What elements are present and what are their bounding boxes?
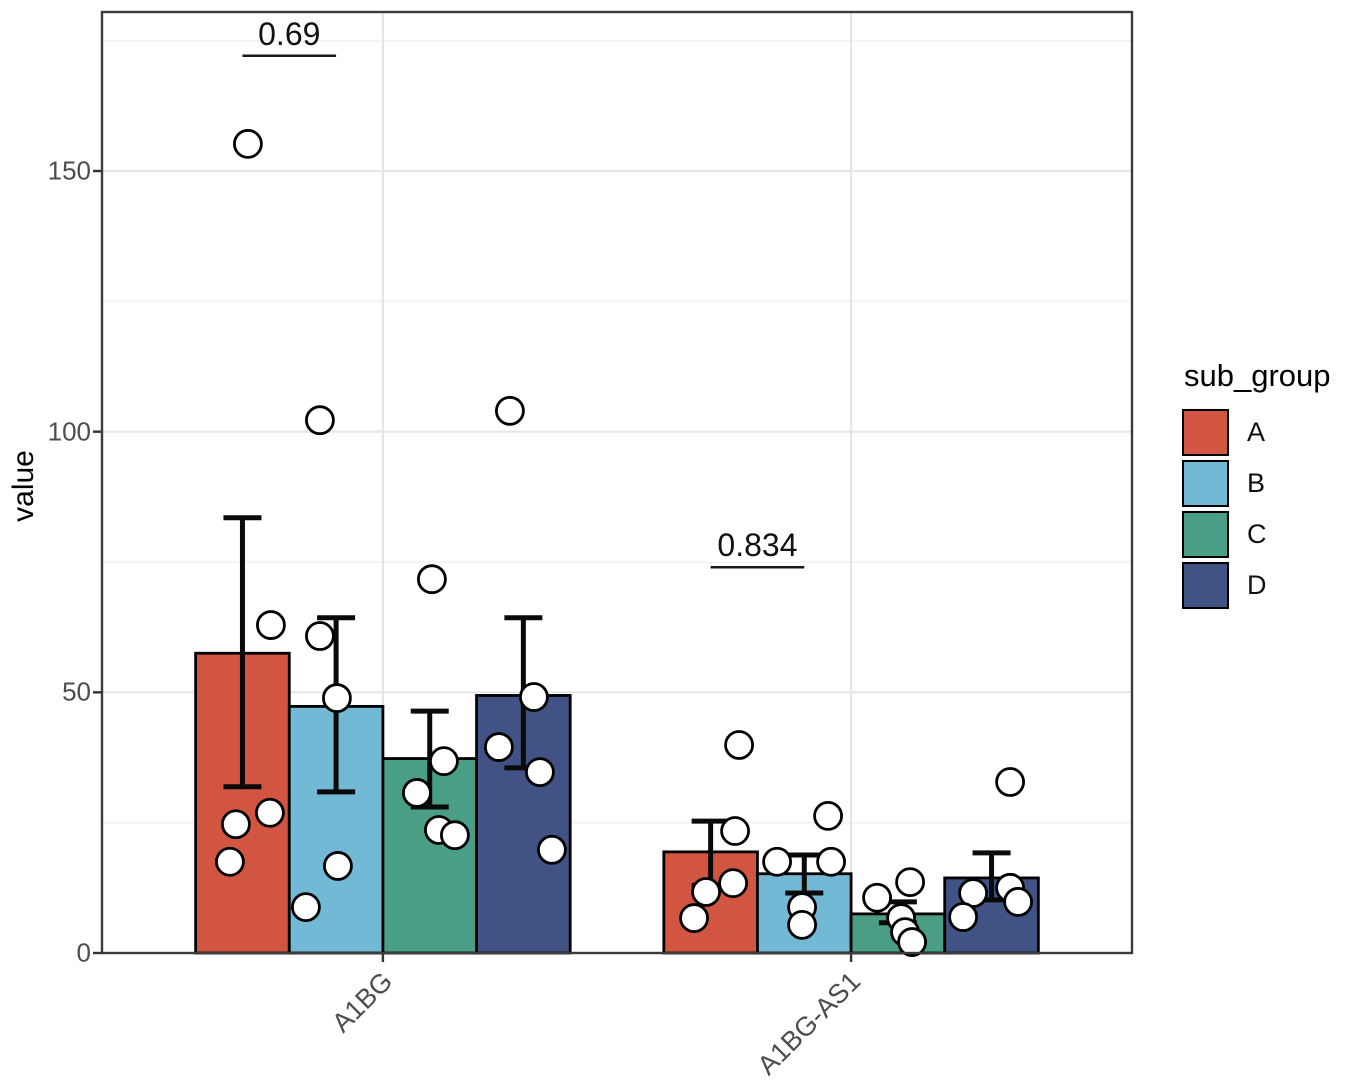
data-point-A1BG-AS1-C <box>897 927 927 957</box>
legend-item-c: C <box>1182 511 1331 558</box>
data-point-A1BG-AS1-A <box>679 903 709 933</box>
data-point-A1BG-A <box>255 797 285 828</box>
data-point-A1BG-B <box>305 405 335 436</box>
data-point-A1BG-AS1-B <box>787 909 817 940</box>
data-point-A1BG-B <box>322 683 352 713</box>
data-point-A1BG-AS1-B <box>816 846 846 877</box>
data-point-A1BG-AS1-A <box>718 868 748 899</box>
data-point-A1BG-B <box>291 892 321 923</box>
y-tick-label-150: 150 <box>47 155 91 186</box>
data-point-A1BG-AS1-B <box>813 800 843 831</box>
legend: sub_group A B C D <box>1182 358 1331 613</box>
y-tick-label-0: 0 <box>76 937 91 968</box>
legend-item-d: D <box>1182 562 1331 609</box>
data-point-A1BG-D <box>519 682 549 712</box>
data-point-A1BG-AS1-A <box>691 877 721 907</box>
data-point-A1BG-C <box>417 564 447 595</box>
y-tick-label-50: 50 <box>62 676 91 707</box>
data-point-A1BG-A <box>215 846 245 877</box>
data-point-A1BG-D <box>537 834 567 865</box>
data-point-A1BG-AS1-C <box>895 867 925 897</box>
data-point-A1BG-AS1-A <box>720 816 750 846</box>
y-axis-title: value <box>7 450 40 522</box>
legend-swatch-b <box>1182 460 1229 507</box>
data-point-A1BG-AS1-D <box>995 767 1025 797</box>
panel-border <box>100 10 1134 955</box>
legend-swatch-d <box>1182 562 1229 609</box>
legend-swatch-a <box>1182 409 1229 456</box>
legend-swatch-c <box>1182 511 1229 558</box>
data-point-A1BG-B <box>323 851 353 881</box>
legend-title: sub_group <box>1184 358 1331 393</box>
data-point-A1BG-AS1-B <box>762 846 792 877</box>
data-point-A1BG-C <box>429 746 459 777</box>
data-point-A1BG-D <box>495 395 525 426</box>
legend-label-b: B <box>1247 468 1266 498</box>
legend-label-d: D <box>1247 570 1267 600</box>
legend-item-a: A <box>1182 409 1331 456</box>
data-point-A1BG-C <box>440 820 470 851</box>
data-point-A1BG-A <box>233 128 263 159</box>
data-point-A1BG-B <box>305 621 335 651</box>
annotation-label-1: 0.834 <box>717 527 798 564</box>
legend-item-b: B <box>1182 460 1331 507</box>
legend-label-c: C <box>1247 519 1267 549</box>
data-point-A1BG-A <box>221 809 251 840</box>
data-point-A1BG-AS1-D <box>1003 887 1033 917</box>
annotation-label-0: 0.69 <box>258 15 321 52</box>
data-point-A1BG-C <box>402 778 432 808</box>
data-point-A1BG-D <box>525 757 555 787</box>
data-point-A1BG-AS1-C <box>862 882 892 913</box>
legend-label-a: A <box>1247 417 1266 447</box>
data-point-A1BG-AS1-A <box>724 730 754 760</box>
y-tick-label-100: 100 <box>47 416 91 447</box>
data-point-A1BG-A <box>256 610 286 640</box>
data-point-A1BG-AS1-D <box>948 902 978 932</box>
data-point-A1BG-D <box>484 732 514 762</box>
